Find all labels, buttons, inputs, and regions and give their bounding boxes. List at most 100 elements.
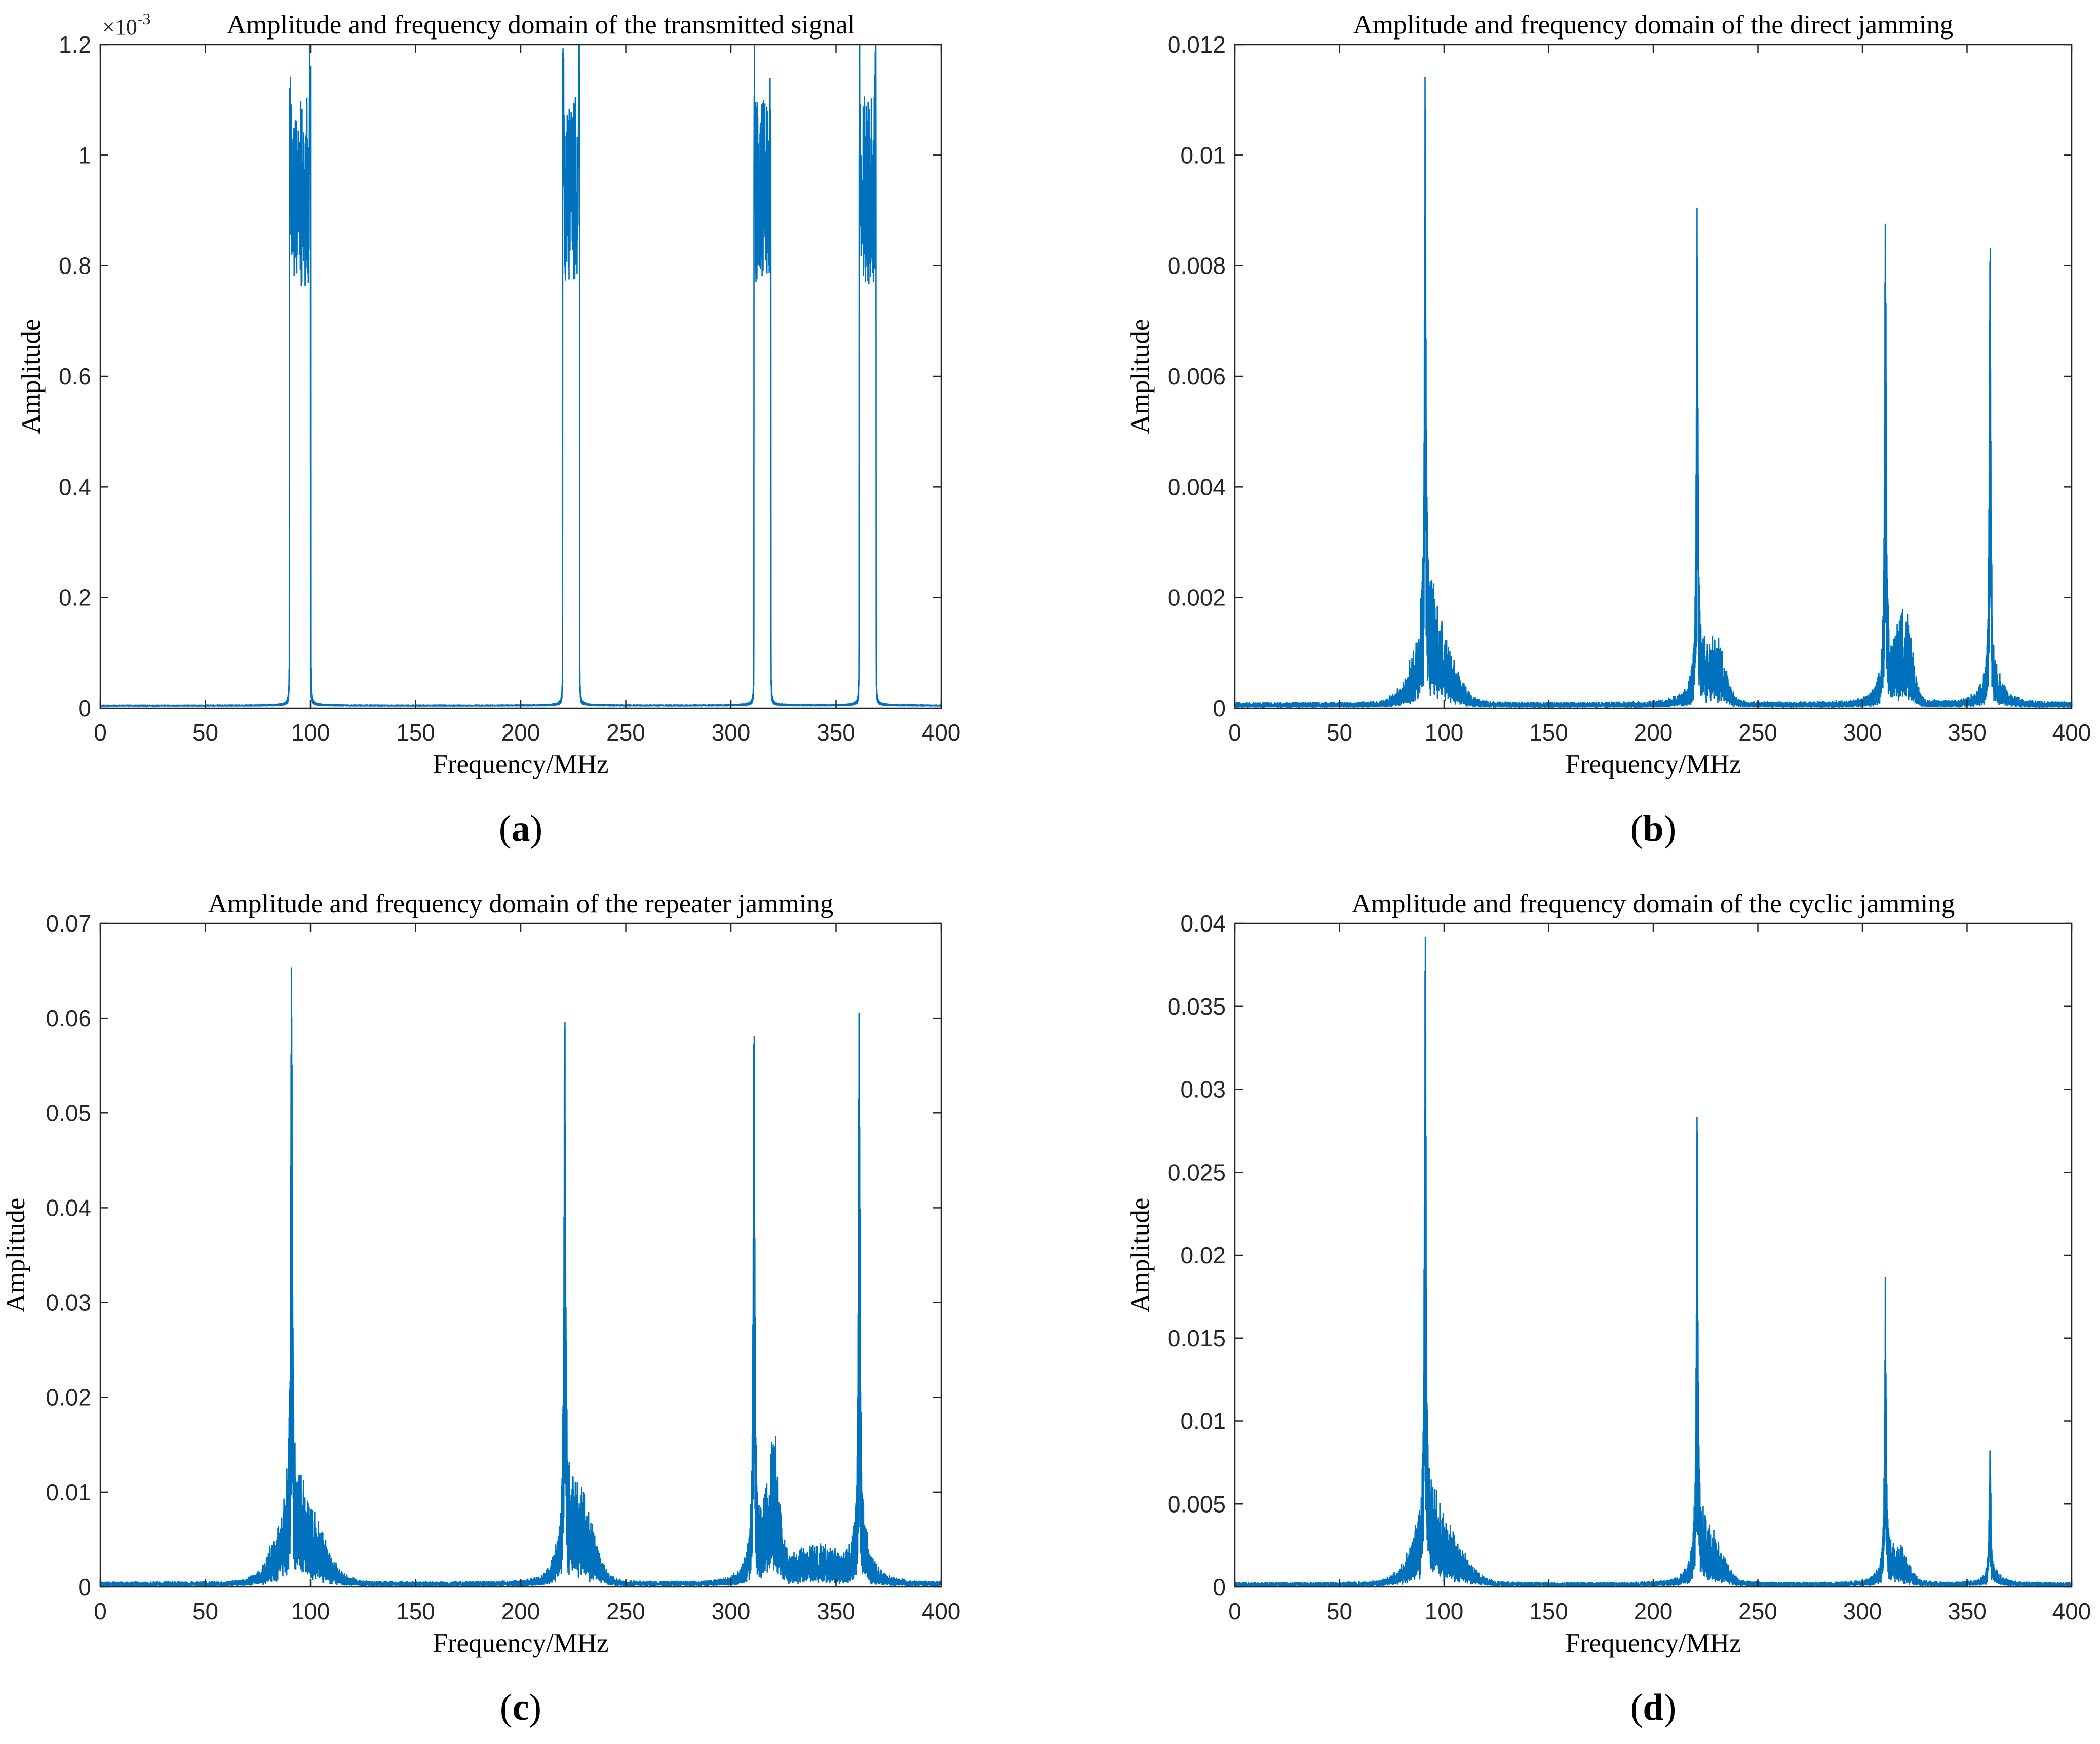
y-tick-label: 0.6 [59, 363, 91, 390]
y-tick-label: 0 [1213, 695, 1226, 721]
y-tick-label: 0 [78, 695, 91, 721]
caption-open-paren: ( [1630, 808, 1643, 849]
y-axis-label: Amplitude [1, 1198, 30, 1313]
chart-panel-b: 0 50 100 150 200 250 300 350 400 0 0.002 0.004 0.006… [1125, 10, 2091, 849]
x-tick-label: 400 [922, 719, 961, 746]
x-tick-label: 400 [2052, 1598, 2091, 1624]
y-tick-label: 0.02 [1180, 1242, 1226, 1268]
series-line-c [99, 967, 942, 1587]
x-tick-label: 150 [1529, 1598, 1568, 1624]
y-tick-label: 0.03 [1180, 1076, 1226, 1103]
x-tick-label: 250 [1738, 1598, 1777, 1624]
y-tick-label: 0.035 [1168, 993, 1226, 1020]
x-tick-label: 250 [606, 1598, 645, 1624]
panel-caption: (a) [499, 808, 542, 849]
panel-caption: (d) [1630, 1687, 1676, 1728]
caption-close-paren: ) [529, 1687, 541, 1728]
x-tick-label: 100 [1425, 719, 1464, 746]
y-tick-label: 0.01 [1180, 142, 1226, 168]
caption-open-paren: ( [1630, 1687, 1643, 1728]
y-tick-label: 0.04 [1180, 910, 1226, 937]
y-tick-label: 0.07 [46, 910, 91, 937]
x-tick-label: 350 [1948, 1598, 1987, 1624]
y-exponent-base: ×10 [102, 15, 137, 40]
y-tick-label: 0.2 [59, 585, 91, 611]
caption-letter: c [513, 1687, 529, 1728]
y-tick-label: 0.03 [46, 1290, 91, 1316]
caption-letter: a [512, 808, 530, 849]
y-tick-label: 1 [78, 142, 91, 168]
caption-letter: b [1643, 808, 1663, 849]
x-tick-label: 300 [1843, 719, 1882, 746]
y-axis-label: Amplitude [16, 319, 46, 434]
y-tick-label: 0.01 [1180, 1408, 1226, 1435]
y-tick-label: 0 [1213, 1574, 1226, 1600]
x-tick-label: 0 [1228, 1598, 1241, 1624]
y-tick-label: 1.2 [59, 31, 91, 58]
x-tick-label: 300 [712, 719, 751, 746]
plot-area-b [1234, 44, 2073, 709]
x-tick-label: 0 [94, 1598, 107, 1624]
plot-area-a [99, 44, 942, 709]
chart-title: Amplitude and frequency domain of the cy… [1352, 889, 1955, 918]
chart-title: Amplitude and frequency domain of the tr… [227, 10, 855, 40]
plot-area-c [99, 922, 942, 1588]
x-tick-label: 250 [606, 719, 645, 746]
y-tick-label: 0.002 [1168, 585, 1226, 611]
y-tick-label: 0 [78, 1574, 91, 1600]
x-tick-label: 300 [712, 1598, 751, 1624]
x-tick-label: 0 [94, 719, 107, 746]
x-tick-label: 100 [291, 1598, 330, 1624]
chart-panel-c: 0 50 100 150 200 250 300 350 400 0 0.01 0.02 0.03 0.0… [1, 889, 960, 1728]
x-tick-label: 350 [1948, 719, 1987, 746]
x-axis-label: Frequency/MHz [1565, 1629, 1741, 1658]
x-tick-label: 200 [501, 1598, 540, 1624]
chart-title: Amplitude and frequency domain of the di… [1353, 10, 1954, 40]
caption-close-paren: ) [530, 808, 543, 849]
x-tick-label: 150 [396, 719, 435, 746]
series-line-b [1234, 77, 2073, 709]
series-line-d [1234, 936, 2073, 1587]
y-exponent-label: ×10-3 [102, 10, 150, 40]
y-tick-label: 0.004 [1168, 474, 1226, 500]
x-axis-label: Frequency/MHz [433, 750, 608, 779]
plot-area-d [1234, 922, 2073, 1588]
chart-panel-d: 0 50 100 150 200 250 300 350 400 0 0.005 0.01 0.015 0… [1125, 889, 2091, 1728]
y-exponent-power: -3 [137, 10, 151, 28]
caption-letter: d [1643, 1687, 1663, 1728]
y-tick-label: 0.006 [1168, 363, 1226, 390]
y-tick-label: 0.01 [46, 1479, 91, 1505]
x-tick-label: 350 [816, 1598, 855, 1624]
x-tick-label: 200 [1634, 719, 1673, 746]
x-tick-label: 50 [192, 719, 218, 746]
y-tick-label: 0.015 [1168, 1325, 1226, 1351]
panel-caption: (c) [500, 1687, 541, 1728]
y-tick-label: 0.005 [1168, 1491, 1226, 1517]
y-tick-label: 0.025 [1168, 1159, 1226, 1185]
caption-close-paren: ) [1664, 1687, 1677, 1728]
chart-panel-a: 0 50 100 150 200 250 300 350 400 0 0.2 0.4 0.6 0.8 1 1.… [16, 10, 960, 849]
y-tick-label: 0.012 [1168, 31, 1226, 58]
x-tick-label: 400 [2052, 719, 2091, 746]
x-axis-label: Frequency/MHz [1565, 750, 1741, 779]
y-tick-label: 0.04 [46, 1194, 91, 1221]
caption-open-paren: ( [500, 1687, 513, 1728]
x-axis-label: Frequency/MHz [433, 1629, 608, 1658]
y-tick-label: 0.05 [46, 1100, 91, 1126]
x-tick-label: 0 [1228, 719, 1241, 746]
x-tick-label: 150 [396, 1598, 435, 1624]
x-tick-label: 300 [1843, 1598, 1882, 1624]
panel-caption: (b) [1630, 808, 1676, 849]
x-tick-label: 350 [816, 719, 855, 746]
x-tick-label: 250 [1738, 719, 1777, 746]
y-axis-label: Amplitude [1125, 319, 1155, 434]
x-tick-label: 150 [1529, 719, 1568, 746]
x-tick-label: 400 [922, 1598, 961, 1624]
x-tick-label: 50 [1327, 1598, 1352, 1624]
x-tick-label: 50 [192, 1598, 218, 1624]
y-tick-label: 0.02 [46, 1384, 91, 1411]
x-tick-label: 50 [1327, 719, 1352, 746]
x-tick-label: 100 [1425, 1598, 1464, 1624]
x-tick-label: 200 [1634, 1598, 1673, 1624]
